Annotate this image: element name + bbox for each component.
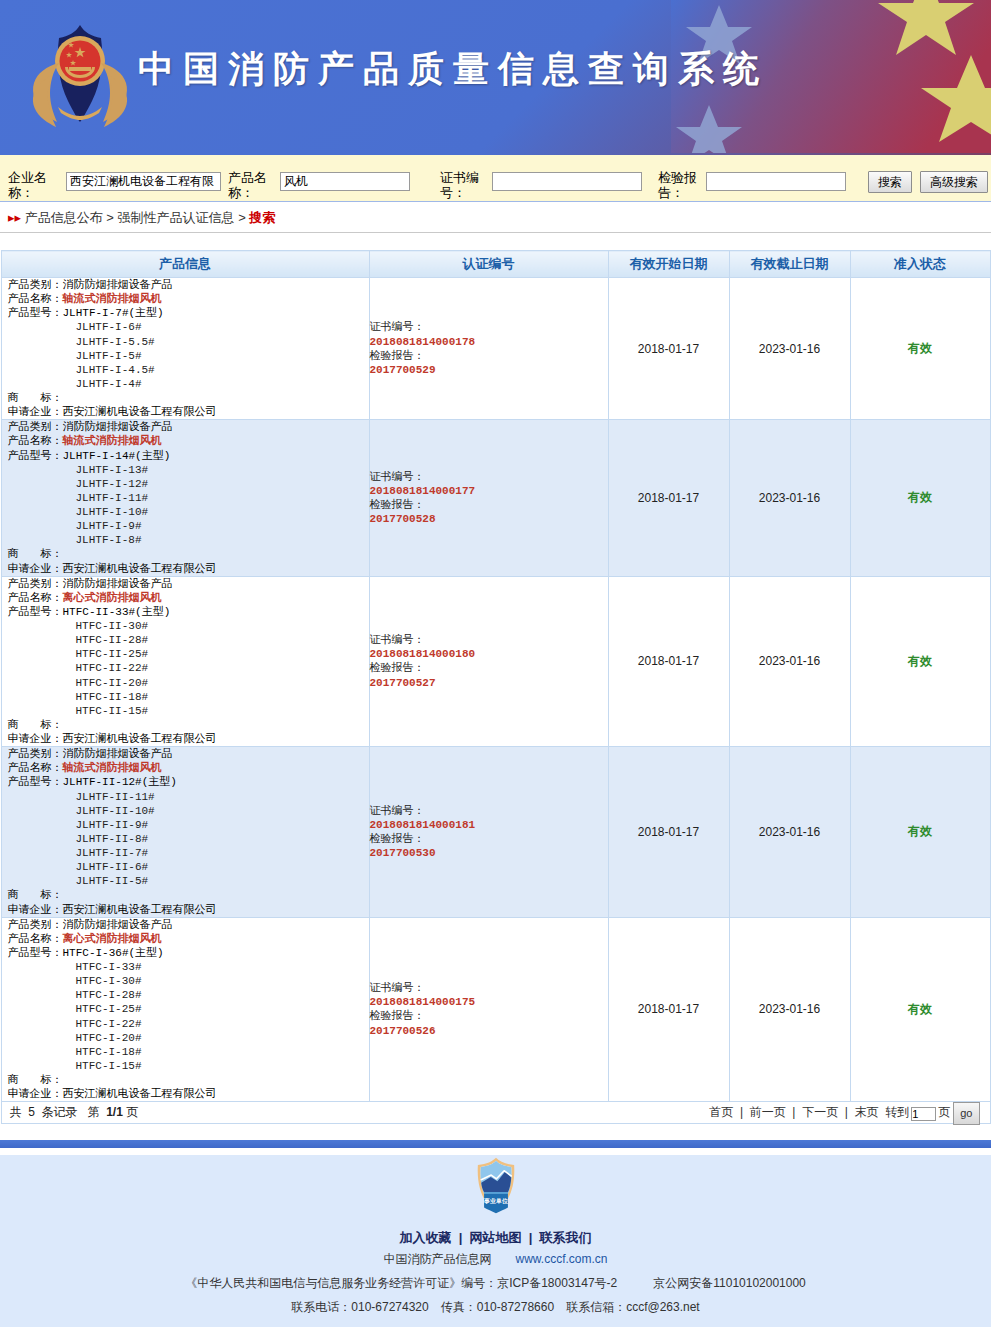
svg-text:事业单位: 事业单位 xyxy=(483,1196,508,1204)
